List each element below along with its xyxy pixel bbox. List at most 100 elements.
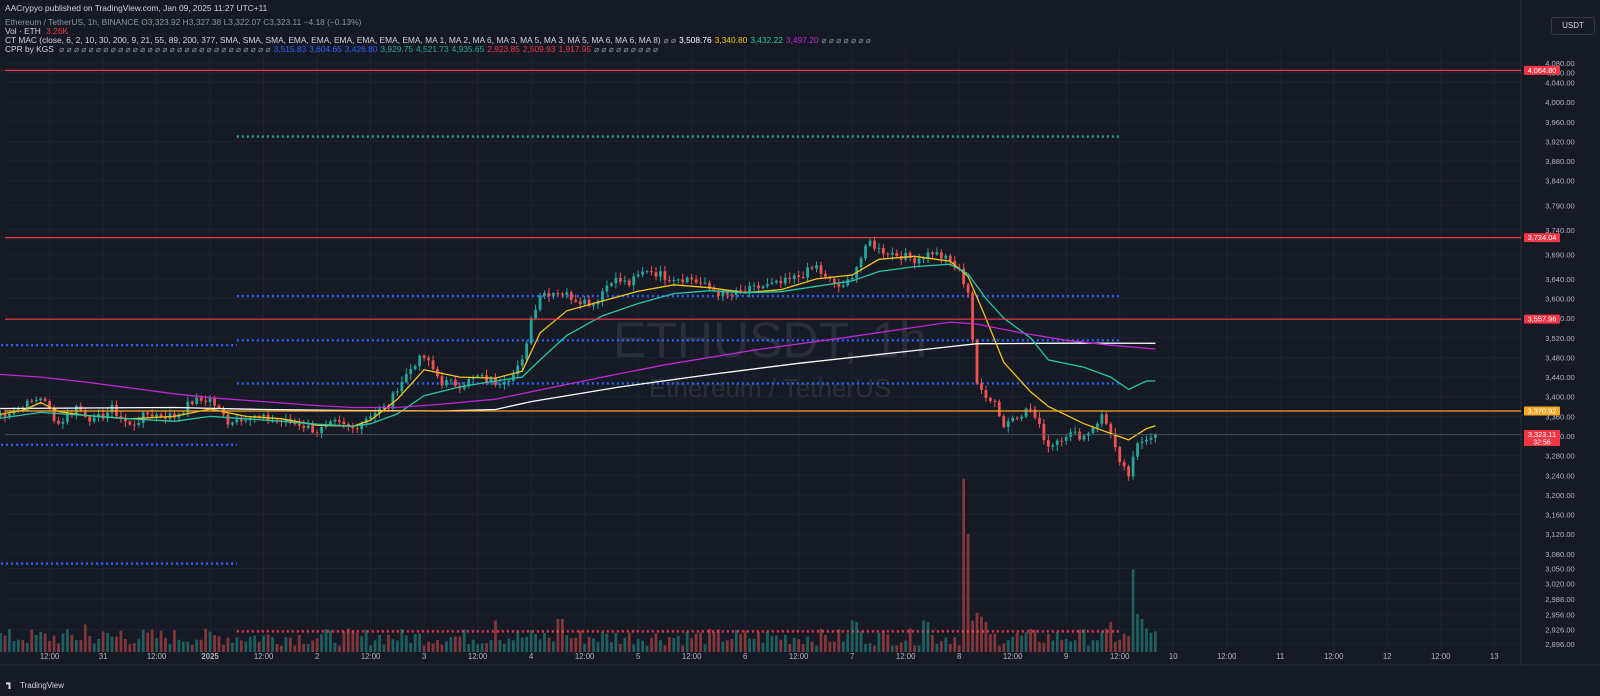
candle[interactable]: [841, 285, 845, 287]
candle[interactable]: [725, 290, 729, 295]
candle[interactable]: [467, 378, 471, 386]
candle[interactable]: [186, 401, 190, 413]
candle[interactable]: [850, 277, 854, 280]
candle[interactable]: [476, 375, 480, 378]
candle[interactable]: [25, 400, 29, 411]
candle[interactable]: [1015, 417, 1019, 419]
candle[interactable]: [623, 280, 627, 282]
candle[interactable]: [868, 240, 872, 246]
candle[interactable]: [391, 392, 395, 409]
candle[interactable]: [244, 420, 248, 422]
candle[interactable]: [1149, 437, 1153, 440]
candle[interactable]: [779, 280, 783, 284]
candle[interactable]: [980, 383, 983, 390]
candle[interactable]: [721, 290, 725, 296]
candle[interactable]: [369, 416, 373, 419]
candle[interactable]: [3, 414, 7, 417]
candle[interactable]: [1078, 431, 1081, 440]
candle[interactable]: [819, 265, 823, 274]
candle[interactable]: [150, 414, 154, 417]
candle[interactable]: [30, 400, 34, 402]
candle[interactable]: [74, 406, 78, 414]
candle[interactable]: [543, 293, 546, 296]
candle[interactable]: [601, 291, 604, 301]
candle[interactable]: [1024, 408, 1028, 417]
candle[interactable]: [208, 398, 212, 403]
candle[interactable]: [931, 252, 934, 255]
candle[interactable]: [926, 252, 930, 259]
candle[interactable]: [917, 258, 921, 264]
candle[interactable]: [650, 271, 653, 273]
candle[interactable]: [1153, 434, 1157, 438]
candle[interactable]: [944, 255, 948, 259]
candle[interactable]: [846, 279, 850, 286]
candle[interactable]: [1082, 435, 1086, 440]
candle[interactable]: [757, 285, 760, 289]
candle[interactable]: [810, 267, 814, 269]
currency-button[interactable]: USDT: [1551, 17, 1595, 35]
candle[interactable]: [204, 400, 208, 403]
candle[interactable]: [739, 290, 743, 292]
candle[interactable]: [864, 245, 867, 259]
candle[interactable]: [173, 413, 176, 418]
candle[interactable]: [503, 382, 506, 385]
candle[interactable]: [806, 267, 809, 278]
candle[interactable]: [560, 293, 564, 295]
candle[interactable]: [529, 318, 533, 344]
candle[interactable]: [498, 384, 502, 386]
tradingview-logo[interactable]: TradingView: [6, 681, 64, 690]
candle[interactable]: [181, 412, 185, 415]
candle[interactable]: [43, 398, 47, 401]
candle[interactable]: [913, 257, 916, 264]
candle[interactable]: [83, 410, 87, 417]
candle[interactable]: [654, 272, 658, 277]
candle[interactable]: [400, 382, 404, 392]
candle[interactable]: [547, 293, 551, 297]
candle[interactable]: [213, 398, 216, 406]
candle[interactable]: [1073, 431, 1077, 433]
candle[interactable]: [538, 295, 542, 310]
candle[interactable]: [0, 414, 2, 417]
candle[interactable]: [743, 290, 747, 292]
candle[interactable]: [155, 414, 158, 417]
candle[interactable]: [1118, 447, 1122, 463]
candle[interactable]: [824, 273, 827, 277]
ma-indicator-legend[interactable]: CT MAC (close, 6, 2, 10, 30, 200, 9, 21,…: [5, 36, 871, 45]
candle[interactable]: [565, 292, 569, 295]
candle[interactable]: [592, 304, 595, 306]
candle[interactable]: [1006, 421, 1010, 428]
candle[interactable]: [792, 275, 796, 279]
candle[interactable]: [235, 419, 239, 423]
candle[interactable]: [837, 283, 841, 287]
cpr-indicator-legend[interactable]: CPR by KGS ⌀ ⌀ ⌀ ⌀ ⌀ ⌀ ⌀ ⌀ ⌀ ⌀ ⌀ ⌀ ⌀ ⌀ ⌀…: [5, 45, 658, 54]
candle[interactable]: [164, 416, 167, 419]
candle[interactable]: [124, 418, 127, 422]
candle[interactable]: [293, 422, 297, 424]
candle[interactable]: [578, 301, 582, 305]
candle[interactable]: [966, 284, 970, 293]
candle[interactable]: [922, 258, 925, 260]
candle[interactable]: [908, 252, 912, 258]
candle[interactable]: [886, 253, 890, 255]
candle[interactable]: [556, 293, 560, 295]
candle[interactable]: [480, 375, 484, 377]
candle[interactable]: [342, 421, 346, 424]
candle[interactable]: [632, 276, 636, 286]
candle[interactable]: [262, 414, 265, 417]
candle[interactable]: [587, 299, 591, 306]
candle[interactable]: [440, 376, 444, 386]
candle[interactable]: [752, 285, 756, 287]
candle[interactable]: [993, 400, 997, 402]
candle[interactable]: [788, 277, 792, 279]
candle[interactable]: [636, 274, 640, 277]
candle[interactable]: [667, 280, 671, 282]
candle[interactable]: [159, 414, 163, 417]
candle[interactable]: [882, 247, 885, 254]
candle[interactable]: [815, 265, 818, 269]
candle[interactable]: [534, 309, 537, 319]
candle[interactable]: [1029, 408, 1032, 410]
candle[interactable]: [717, 291, 720, 296]
candle[interactable]: [1002, 416, 1006, 428]
candle[interactable]: [774, 280, 778, 283]
